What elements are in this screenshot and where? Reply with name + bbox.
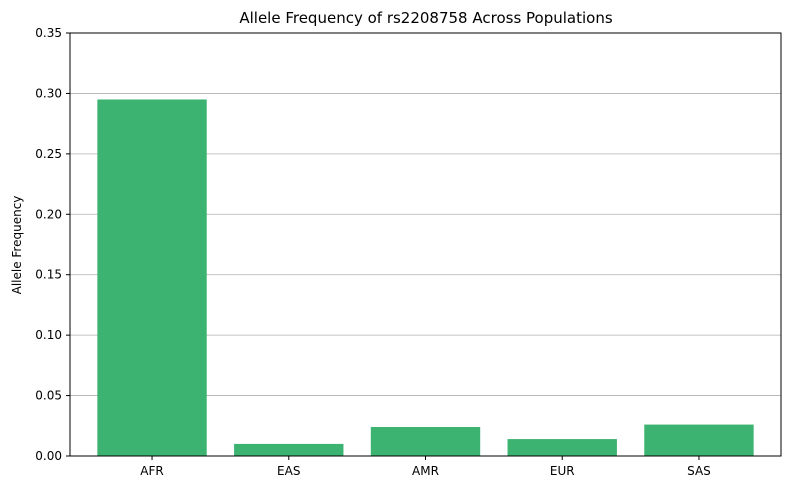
y-tick-label: 0.00 [35, 449, 62, 463]
x-axis-ticks: AFR EAS AMR EUR SAS [140, 456, 711, 478]
y-axis-ticks: 0.00 0.05 0.10 0.15 0.20 0.25 0.30 0.35 [35, 26, 70, 463]
y-tick-label: 0.10 [35, 328, 62, 342]
x-tick-label-amr: AMR [412, 464, 439, 478]
y-tick-label: 0.25 [35, 147, 62, 161]
bar-eur [507, 439, 617, 456]
bar-afr [97, 99, 207, 456]
plot-frame [69, 32, 782, 457]
y-tick-label: 0.35 [35, 26, 62, 40]
y-tick-label: 0.05 [35, 389, 62, 403]
y-tick-label: 0.15 [35, 268, 62, 282]
bars [97, 99, 754, 456]
x-tick-label-afr: AFR [140, 464, 163, 478]
bar-eas [234, 443, 344, 456]
y-axis-label: Allele Frequency [10, 196, 24, 295]
y-tick-label: 0.20 [35, 207, 62, 221]
x-tick-label-sas: SAS [687, 464, 711, 478]
x-tick-label-eur: EUR [550, 464, 575, 478]
bar-amr [370, 426, 481, 456]
x-tick-label-eas: EAS [277, 464, 300, 478]
chart-title: Allele Frequency of rs2208758 Across Pop… [239, 9, 612, 27]
y-tick-label: 0.30 [35, 86, 62, 100]
bar-sas [644, 424, 754, 456]
